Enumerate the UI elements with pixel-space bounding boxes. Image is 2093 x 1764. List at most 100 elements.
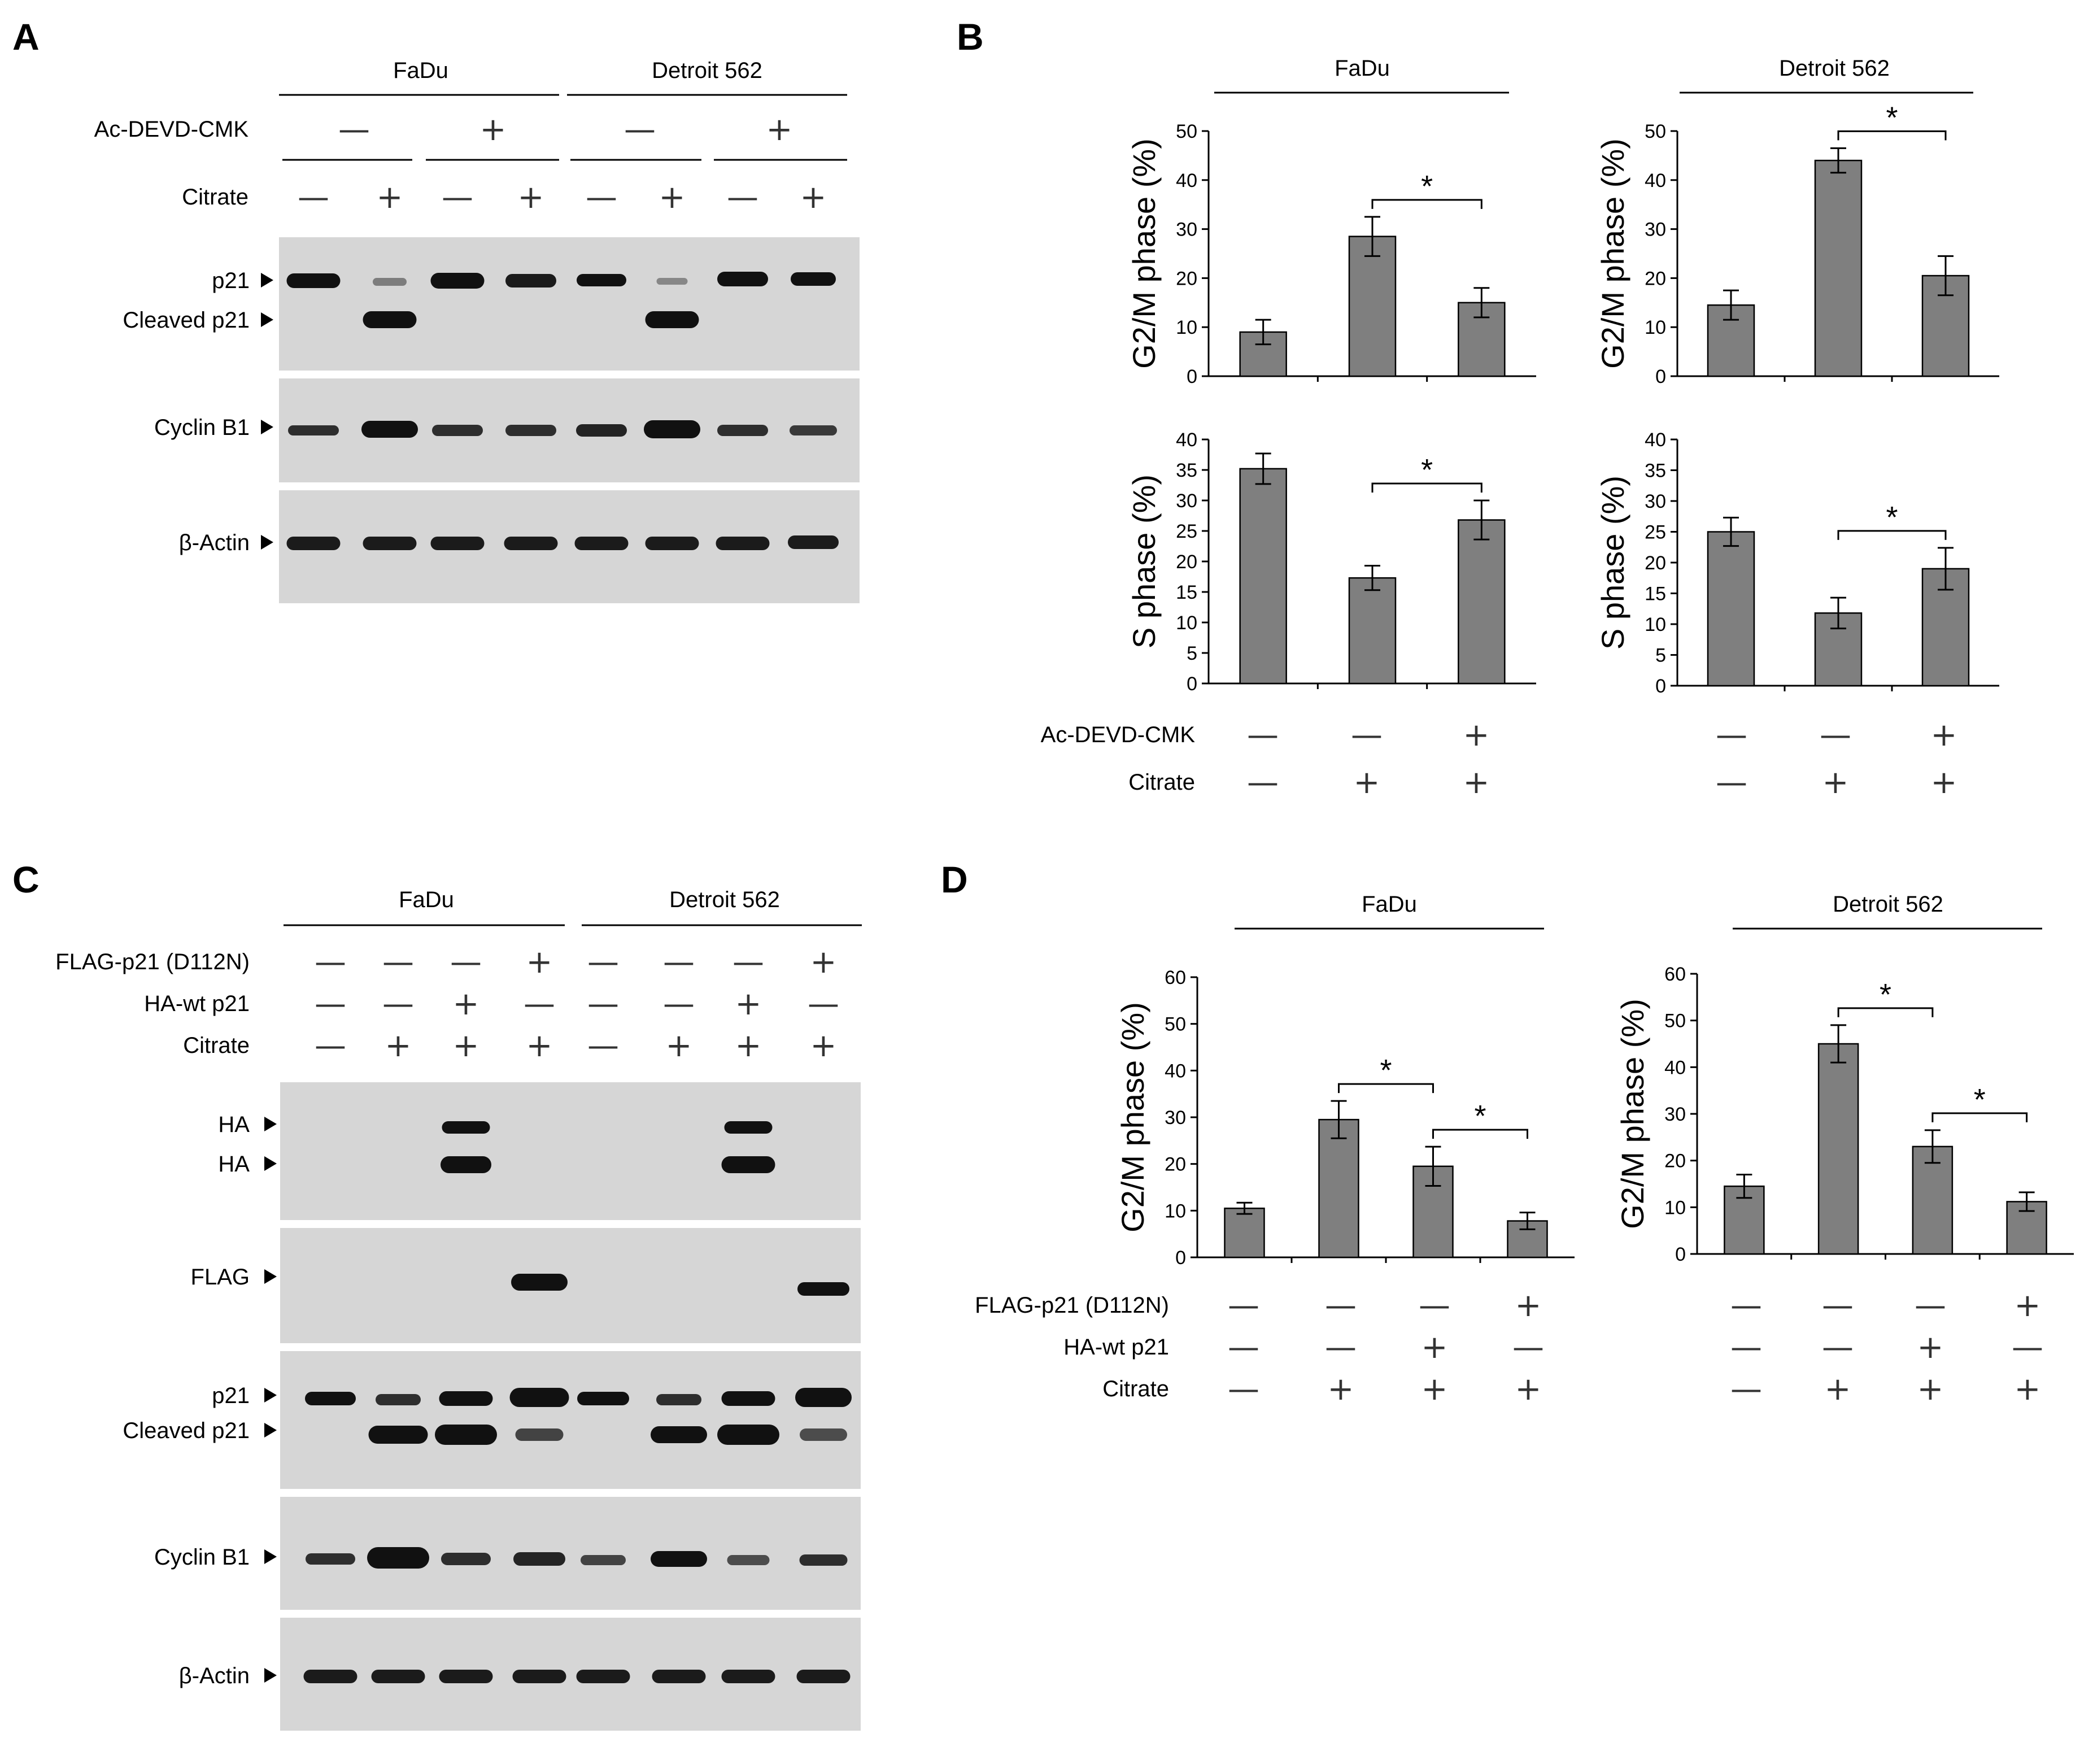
panel-c-plus-sign: + [453, 1027, 479, 1064]
panel-d-condition-label: Citrate [1102, 1377, 1169, 1401]
panel-c-band [441, 1156, 491, 1173]
panel-a-band [717, 425, 768, 436]
panel-a-band-label: p21 [212, 268, 250, 293]
panel-a-band [717, 272, 768, 286]
panel-letter-d: D [941, 859, 968, 900]
panel-a-band [656, 278, 688, 285]
panel-c-western-blot: FaDu Detroit 562 FLAG-p21 (D112N) — — — + — — — + H… [55, 887, 862, 1731]
y-tick-label: 30 [1176, 219, 1197, 241]
panel-d-plus-sign: + [1825, 1371, 1851, 1408]
panel-d-plus-sign: + [2014, 1371, 2041, 1408]
significance-bracket [1371, 199, 1482, 209]
panel-a-band [504, 537, 558, 550]
panel-c-band-arrow-icon [264, 1117, 277, 1131]
panel-c-minus-sign: — [663, 986, 695, 1022]
y-tick-label: 30 [1165, 1107, 1186, 1129]
panel-a-band-arrow-icon [261, 420, 273, 434]
panel-c-condition-label: FLAG-p21 (D112N) [55, 949, 250, 974]
panel-c-band [581, 1555, 626, 1565]
y-tick-label: 20 [1664, 1151, 1686, 1172]
panel-c-band [651, 1551, 707, 1567]
significance-star: * [1886, 101, 1898, 134]
y-tick-label: 50 [1664, 1011, 1686, 1032]
panel-a-band-arrow-icon [261, 312, 273, 327]
y-tick-label: 0 [1175, 1247, 1186, 1269]
panel-c-blot-strip [280, 1497, 861, 1610]
panel-a-group-label: FaDu [393, 58, 448, 83]
significance-star: * [1886, 500, 1898, 534]
panel-a-band [432, 425, 483, 436]
panel-a-band [286, 537, 341, 550]
y-tick-label: 40 [1664, 1057, 1686, 1078]
panel-c-group-label: Detroit 562 [669, 887, 780, 912]
panel-a-plus-sign: + [766, 111, 793, 148]
panel-b-plus-sign: + [1931, 717, 1957, 753]
panel-c-band [513, 1552, 565, 1566]
y-axis-label: G2/M phase (%) [1126, 138, 1162, 369]
panel-a-minus-sign: — [338, 111, 370, 148]
y-tick-label: 10 [1176, 317, 1197, 338]
panel-c-minus-sign: — [382, 944, 414, 981]
panel-c-band [724, 1121, 773, 1134]
panel-c-plus-sign: + [453, 986, 479, 1022]
significance-bracket [1338, 1083, 1434, 1094]
y-tick-label: 25 [1176, 521, 1197, 542]
panel-c-minus-sign: — [382, 986, 414, 1022]
panel-a-plus-sign: + [800, 179, 827, 216]
bar [1224, 1207, 1265, 1258]
y-tick-label: 0 [1655, 676, 1666, 697]
significance-star: * [1421, 169, 1433, 203]
panel-c-minus-sign: — [808, 986, 839, 1022]
panel-c-band [306, 1553, 355, 1565]
panel-c-minus-sign: — [732, 944, 764, 981]
panel-c-band-label: HA [218, 1152, 250, 1177]
y-tick-label: 50 [1176, 121, 1197, 142]
panel-c-band-label: HA [218, 1112, 250, 1137]
y-axis-label: G2/M phase (%) [1615, 999, 1650, 1229]
panel-a-band [288, 425, 339, 435]
panel-c-band [303, 1670, 357, 1683]
panel-a-band [645, 537, 699, 550]
panel-c-band [576, 1670, 630, 1683]
y-tick-label: 60 [1165, 967, 1186, 988]
panel-a-band [361, 421, 418, 438]
panel-b-plus-sign: + [1822, 764, 1849, 801]
panel-c-band [651, 1426, 707, 1443]
y-tick-label: 40 [1165, 1060, 1186, 1082]
panel-c-band [795, 1388, 852, 1407]
panel-c-minus-sign: — [524, 986, 555, 1022]
y-tick-label: 5 [1187, 643, 1197, 664]
panel-a-condition-label: Citrate [182, 185, 248, 210]
panel-c-band [799, 1554, 848, 1566]
significance-bracket [1931, 1112, 2028, 1122]
panel-a-band [716, 537, 770, 550]
y-tick-label: 30 [1176, 490, 1197, 512]
panel-a-band [505, 274, 556, 288]
y-tick-label: 0 [1675, 1244, 1686, 1265]
panel-c-band [439, 1391, 493, 1406]
y-axis-label: G2/M phase (%) [1115, 1002, 1150, 1232]
y-tick-label: 0 [1187, 366, 1197, 387]
y-tick-label: 20 [1176, 551, 1197, 573]
panel-c-plus-sign: + [666, 1027, 692, 1064]
panel-d-plus-sign: + [1328, 1371, 1354, 1408]
panel-c-band-arrow-icon [264, 1423, 277, 1438]
panel-c-band [721, 1391, 775, 1406]
panel-c-plus-sign: + [385, 1027, 412, 1064]
panel-a-band [788, 535, 839, 549]
panel-c-plus-sign: + [735, 986, 762, 1022]
y-tick-label: 20 [1165, 1154, 1186, 1175]
panel-a-minus-sign: — [586, 179, 617, 216]
panel-b-minus-sign: — [1716, 717, 1747, 753]
panel-c-minus-sign: — [315, 1027, 346, 1064]
bar [1348, 236, 1397, 377]
panel-b-plus-sign: + [1931, 764, 1957, 801]
panel-a-minus-sign: — [298, 179, 329, 216]
panel-a-band [363, 311, 417, 328]
panel-letter-c: C [12, 859, 40, 900]
panel-b-minus-sign: — [1247, 717, 1279, 753]
panel-a-plus-sign: + [480, 111, 507, 148]
panel-a-blot-strip [279, 237, 860, 371]
y-tick-label: 20 [1645, 268, 1666, 289]
